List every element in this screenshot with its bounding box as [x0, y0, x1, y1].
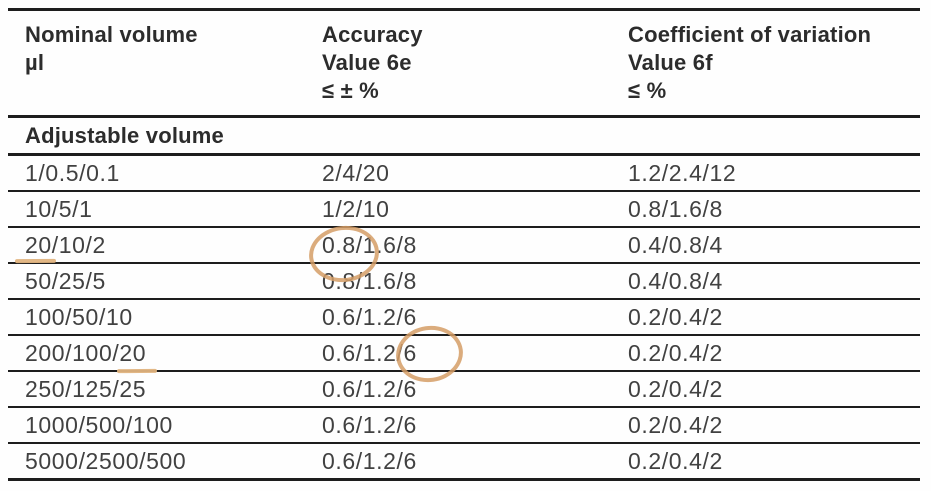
cell-accuracy: 2/4/20	[322, 154, 628, 192]
cell-cv: 0.4/0.8/4	[628, 227, 920, 264]
cell-cv: 0.2/0.4/2	[628, 299, 920, 336]
cell-cv: 0.2/0.4/2	[628, 371, 920, 408]
header-line: ≤ %	[628, 78, 667, 103]
cell-cv: 0.4/0.8/4	[628, 263, 920, 300]
table-row: 50/25/5 0.8/1.6/8 0.4/0.8/4	[8, 263, 920, 300]
header-nominal-volume: Nominal volume µl	[8, 9, 322, 118]
cell-nominal: 100/50/10	[8, 299, 322, 336]
cell-nominal: 250/125/25	[8, 371, 322, 408]
section-label: Adjustable volume	[8, 116, 920, 156]
header-line: Value 6f	[628, 50, 713, 75]
header-line: Coefficient of variation	[628, 22, 872, 47]
cell-nominal: 200/100/20	[8, 335, 322, 372]
cell-nominal: 10/5/1	[8, 191, 322, 228]
header-line: Accuracy	[322, 22, 423, 47]
cell-nominal: 20/10/2	[8, 227, 322, 264]
header-coefficient-of-variation: Coefficient of variation Value 6f ≤ %	[628, 9, 920, 118]
cell-accuracy: 0.6/1.2/6	[322, 371, 628, 408]
table-row: 1/0.5/0.1 2/4/20 1.2/2.4/12	[8, 154, 920, 192]
cell-nominal: 5000/2500/500	[8, 443, 322, 481]
header-accuracy: Accuracy Value 6e ≤ ± %	[322, 9, 628, 118]
table-row: 20/10/2 0.8/1.6/8 0.4/0.8/4	[8, 227, 920, 264]
table-header-row: Nominal volume µl Accuracy Value 6e ≤ ± …	[8, 9, 920, 118]
cell-nominal: 50/25/5	[8, 263, 322, 300]
cell-nominal: 1/0.5/0.1	[8, 154, 322, 192]
cell-accuracy: 0.8/1.6/8	[322, 227, 628, 264]
header-line: Value 6e	[322, 50, 412, 75]
pipette-spec-table: Nominal volume µl Accuracy Value 6e ≤ ± …	[8, 8, 920, 481]
cell-cv: 0.2/0.4/2	[628, 443, 920, 481]
header-line: ≤ ± %	[322, 78, 379, 103]
table-row: 1000/500/100 0.6/1.2/6 0.2/0.4/2	[8, 407, 920, 444]
cell-accuracy: 0.6/1.2/6	[322, 299, 628, 336]
table-row: 10/5/1 1/2/10 0.8/1.6/8	[8, 191, 920, 228]
header-unit: µl	[25, 50, 45, 75]
table-row: 100/50/10 0.6/1.2/6 0.2/0.4/2	[8, 299, 920, 336]
cell-cv: 0.2/0.4/2	[628, 407, 920, 444]
cell-cv: 1.2/2.4/12	[628, 154, 920, 192]
section-row: Adjustable volume	[8, 116, 920, 156]
cell-accuracy: 0.6/1.2/6	[322, 407, 628, 444]
cell-accuracy: 0.6/1.2/6	[322, 443, 628, 481]
header-line: Nominal volume	[25, 22, 198, 47]
table-row: 5000/2500/500 0.6/1.2/6 0.2/0.4/2	[8, 443, 920, 481]
cell-nominal: 1000/500/100	[8, 407, 322, 444]
cell-accuracy: 1/2/10	[322, 191, 628, 228]
cell-cv: 0.2/0.4/2	[628, 335, 920, 372]
cell-accuracy: 0.8/1.6/8	[322, 263, 628, 300]
cell-accuracy: 0.6/1.2/6	[322, 335, 628, 372]
table-row: 200/100/20 0.6/1.2/6 0.2/0.4/2	[8, 335, 920, 372]
cell-cv: 0.8/1.6/8	[628, 191, 920, 228]
table-row: 250/125/25 0.6/1.2/6 0.2/0.4/2	[8, 371, 920, 408]
